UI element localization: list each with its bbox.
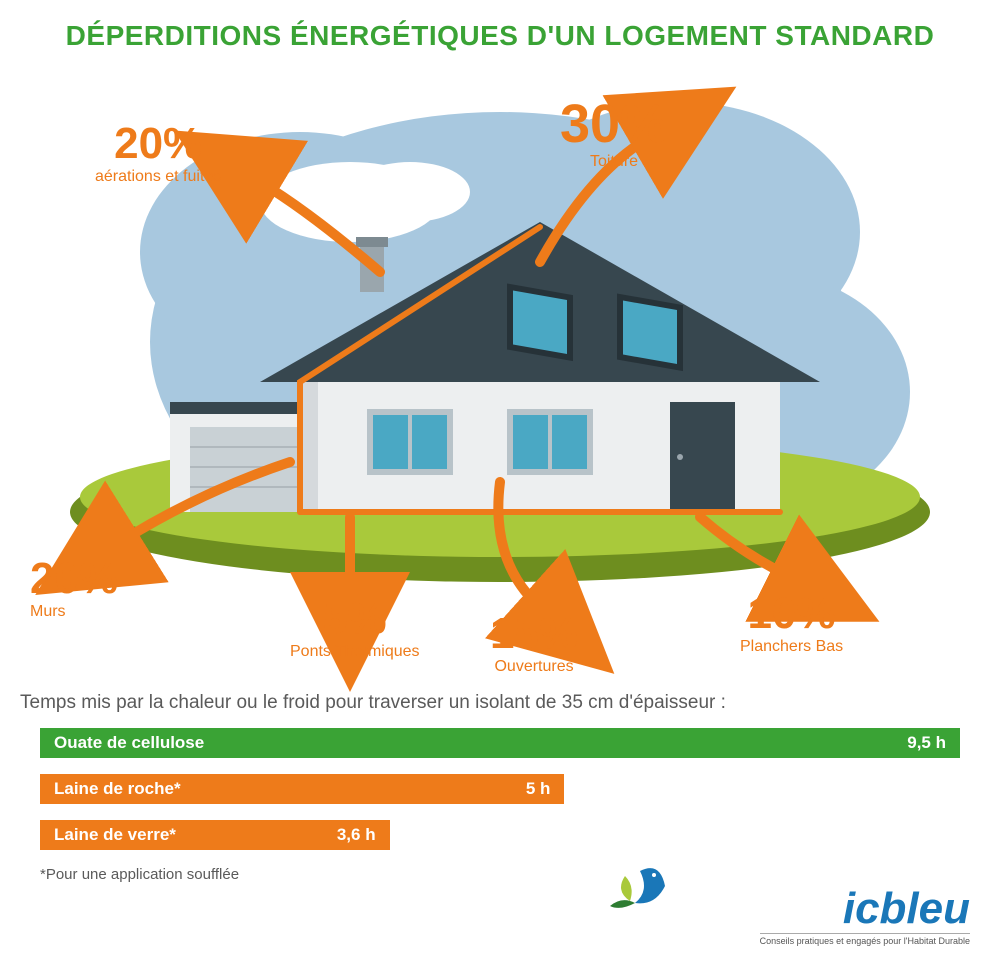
callout-label: Planchers Bas: [740, 638, 843, 656]
callout-label: Murs: [30, 603, 118, 621]
callout-ponts: 5% Ponts Thermiques: [290, 597, 420, 661]
callout-pct: 10%: [740, 592, 843, 636]
callout-label: Ponts Thermiques: [290, 643, 420, 661]
logo: icbleu Conseils pratiques et engagés pou…: [760, 887, 970, 949]
callout-label: Ouvertures: [490, 658, 578, 676]
bar-cellulose: Ouate de cellulose 9,5 h: [40, 728, 960, 758]
house-scene: 20% aérations et fuites 30% Toiture 20% …: [0, 52, 1000, 692]
page-title: DÉPERDITIONS ÉNERGÉTIQUES D'UN LOGEMENT …: [0, 0, 1000, 52]
bar-roche: Laine de roche* 5 h: [40, 774, 564, 804]
bar-verre: Laine de verre* 3,6 h: [40, 820, 390, 850]
bars-footnote: *Pour une application soufflée: [0, 866, 1000, 883]
bars-title: Temps mis par la chaleur ou le froid pou…: [0, 692, 1000, 728]
callout-toiture: 30% Toiture: [560, 97, 668, 171]
bar-label: Laine de verre*: [54, 825, 176, 845]
callout-pct: 20%: [95, 122, 221, 166]
callout-aerations: 20% aérations et fuites: [95, 122, 221, 186]
door: [670, 402, 735, 512]
logo-icon: [610, 861, 810, 921]
bar-label: Laine de roche*: [54, 779, 181, 799]
callout-label: Toiture: [560, 153, 668, 171]
callout-pct: 30%: [560, 97, 668, 151]
callout-murs: 20% Murs: [30, 557, 118, 621]
callout-planchers: 10% Planchers Bas: [740, 592, 843, 656]
logo-tagline: Conseils pratiques et engagés pour l'Hab…: [760, 933, 970, 946]
callout-label: aérations et fuites: [95, 168, 221, 186]
bar-label: Ouate de cellulose: [54, 733, 204, 753]
bars-container: Ouate de cellulose 9,5 h Laine de roche*…: [0, 728, 1000, 850]
callout-pct: 15%: [490, 612, 578, 656]
callout-pct: 5%: [290, 597, 420, 641]
window-1: [370, 412, 450, 472]
callout-ouvertures: 15% Ouvertures: [490, 612, 578, 676]
window-2: [510, 412, 590, 472]
callout-pct: 20%: [30, 557, 118, 601]
bar-value: 3,6 h: [337, 825, 376, 845]
bar-value: 9,5 h: [907, 733, 946, 753]
bar-value: 5 h: [526, 779, 551, 799]
